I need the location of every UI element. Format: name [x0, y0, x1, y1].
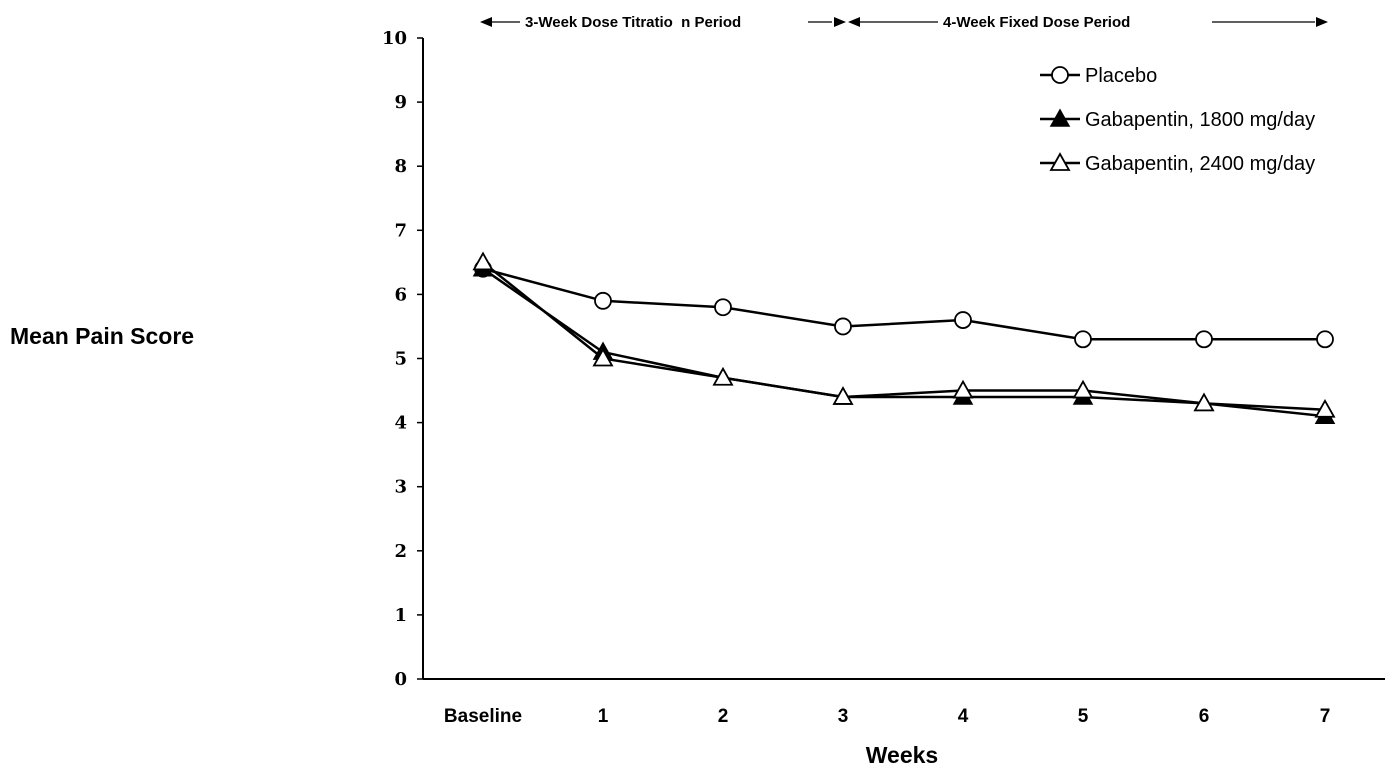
- series-line: [482, 261, 1326, 412]
- legend-item: Gabapentin, 1800 mg/day: [1040, 108, 1315, 131]
- series-line: [482, 267, 1325, 341]
- legend-marker: [1049, 108, 1071, 127]
- y-tick-label: 2: [394, 541, 407, 562]
- legend-item: Gabapentin, 2400 mg/day: [1040, 152, 1315, 175]
- x-tick-label: 2: [718, 706, 729, 727]
- series-3: [472, 251, 1336, 418]
- legend-marker: [1051, 66, 1069, 84]
- data-point: [714, 298, 732, 317]
- y-tick-label: 9: [394, 92, 407, 113]
- x-tick-label: 5: [1078, 706, 1089, 727]
- data-point: [832, 386, 854, 405]
- data-point: [834, 317, 852, 336]
- data-point: [1195, 330, 1213, 349]
- data-point: [472, 251, 494, 271]
- x-tick-label: 3: [838, 706, 849, 727]
- x-tick-label: 7: [1320, 706, 1331, 727]
- axes: 0 1 2 3 4 5 6 7 8 9 10 Baseline 1 2 3 4 5 6 7: [382, 28, 1385, 727]
- y-tick-label: 10: [382, 28, 407, 49]
- period-label: 4-Week Fixed Dose Period: [943, 14, 1130, 31]
- y-tick-label: 8: [394, 156, 407, 177]
- data-point: [1193, 392, 1215, 412]
- legend-label: Gabapentin, 1800 mg/day: [1085, 109, 1315, 131]
- y-axis-title: Mean Pain Score: [10, 323, 194, 349]
- data-point: [1316, 330, 1334, 349]
- period-arrowhead-left: [480, 17, 492, 27]
- data-point: [712, 366, 734, 386]
- data-point: [1314, 398, 1336, 418]
- x-tick-label: Baseline: [444, 706, 522, 727]
- series: [472, 251, 1336, 424]
- x-tick-label: 1: [598, 706, 609, 727]
- x-tick-label: 4: [958, 706, 969, 727]
- data-point: [594, 291, 612, 310]
- y-tick-label: 7: [394, 220, 407, 241]
- legend-marker: [1049, 152, 1071, 171]
- y-tick-label: 5: [394, 349, 407, 370]
- data-point: [954, 311, 972, 329]
- x-axis-title: Weeks: [866, 742, 938, 768]
- data-point: [1074, 330, 1092, 349]
- legend-label: Placebo: [1085, 65, 1157, 87]
- y-tick-label: 0: [394, 669, 407, 690]
- y-tick-label: 6: [394, 284, 407, 305]
- data-point: [952, 379, 974, 399]
- y-tick-label: 3: [394, 477, 407, 498]
- data-point: [592, 347, 614, 367]
- period-annotations: 3-Week Dose Titratio n Period 4-Week Fixe…: [480, 14, 1328, 31]
- series-1: [474, 259, 1334, 349]
- period-arrowhead-right: [834, 17, 846, 27]
- x-tick-label: 6: [1199, 706, 1210, 727]
- legend: Placebo Gabapentin, 1800 mg/day Gabapentin…: [1040, 65, 1315, 175]
- data-point: [1072, 379, 1094, 399]
- legend-item: Placebo: [1040, 65, 1157, 87]
- period-arrowhead-right: [1316, 17, 1328, 27]
- y-tick-label: 4: [394, 413, 407, 434]
- period-label: 3-Week Dose Titratio n Period: [525, 14, 741, 31]
- legend-label: Gabapentin, 2400 mg/day: [1085, 153, 1315, 175]
- period-arrowhead-left: [848, 17, 860, 27]
- y-tick-label: 1: [394, 605, 407, 626]
